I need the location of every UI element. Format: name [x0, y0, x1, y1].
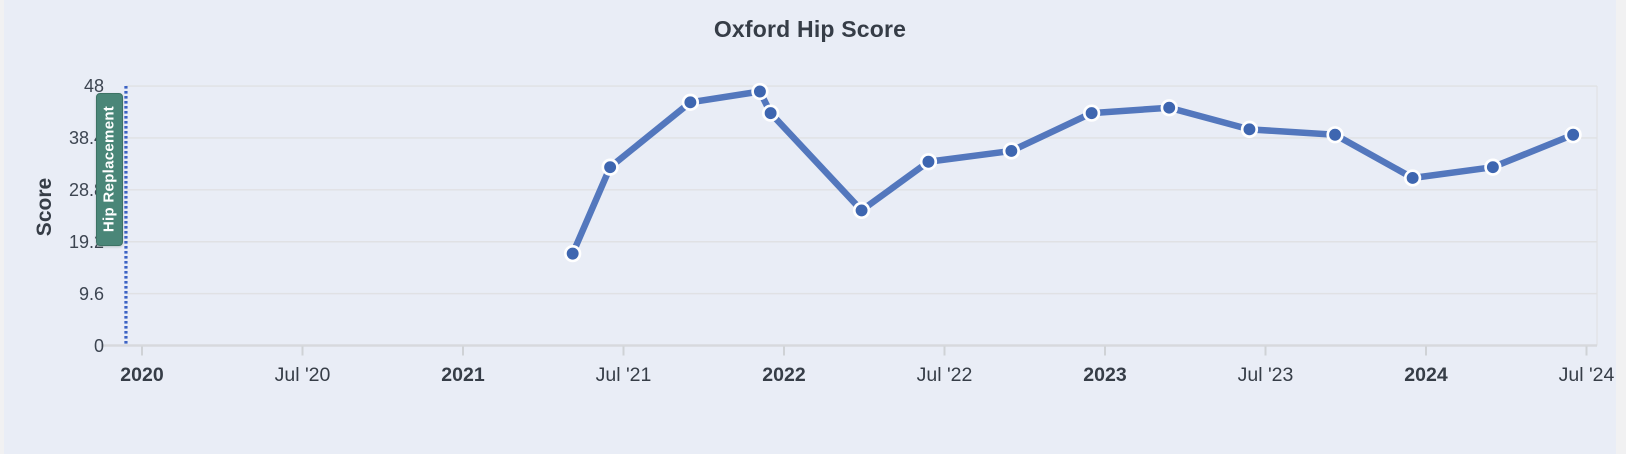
data-point[interactable] [1484, 158, 1502, 176]
y-tick-label: 9.6 [78, 283, 104, 304]
data-point[interactable] [852, 201, 871, 220]
x-tick-label: Jul '21 [595, 364, 652, 386]
data-point[interactable] [1564, 126, 1582, 144]
y-tick-label: 0 [93, 335, 104, 356]
x-tick-label: Jul '24 [1558, 364, 1615, 386]
chart-canvas [101, 82, 1598, 356]
trend-line [569, 88, 1577, 257]
data-point[interactable] [681, 93, 700, 111]
data-point[interactable] [1160, 99, 1178, 117]
data-point[interactable] [1082, 104, 1101, 122]
data-point[interactable] [1403, 169, 1422, 187]
x-tick-label: Jul '20 [274, 364, 331, 386]
chart-title: Oxford Hip Score [713, 16, 907, 42]
data-point[interactable] [1240, 120, 1259, 138]
x-tick-label: 2024 [1404, 364, 1448, 386]
y-tick-label: 19.2 [68, 231, 104, 252]
y-tick-label: 48 [83, 76, 104, 97]
data-point[interactable] [919, 153, 938, 171]
event-badge [96, 93, 123, 246]
data-point[interactable] [761, 104, 780, 122]
data-point[interactable] [1326, 126, 1344, 144]
data-point[interactable] [1002, 142, 1021, 160]
x-tick-label: Jul '22 [916, 364, 973, 386]
x-tick-label: 2022 [762, 364, 806, 386]
data-point[interactable] [601, 158, 619, 176]
event-badge-label: Hip Replacement [100, 105, 118, 233]
data-point[interactable] [751, 82, 769, 101]
data-point[interactable] [564, 244, 582, 263]
x-tick-label: 2023 [1083, 364, 1127, 386]
x-tick-label: Jul '23 [1237, 364, 1294, 386]
chart-panel: Oxford Hip Score Score 48 38.4 28.8 19.2 9.6… [4, 0, 1616, 454]
y-tick-label: 38.4 [68, 127, 104, 148]
x-tick-label: 2020 [120, 364, 164, 386]
x-tick-label: 2021 [441, 364, 485, 386]
y-tick-label: 28.8 [68, 179, 104, 200]
